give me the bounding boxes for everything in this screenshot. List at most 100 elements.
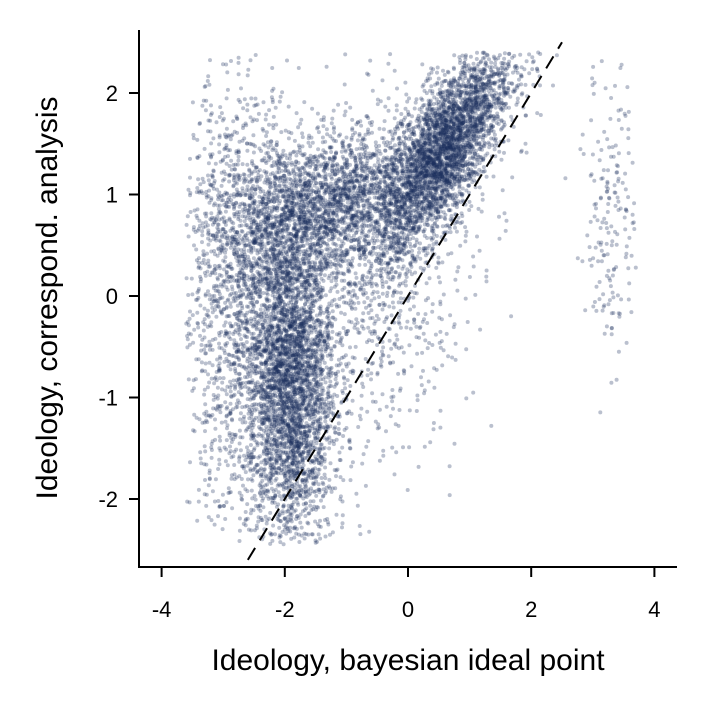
scatter-point (401, 242, 406, 247)
scatter-point (463, 119, 468, 124)
scatter-point (414, 196, 419, 201)
scatter-point (428, 98, 433, 103)
scatter-point (467, 190, 471, 195)
scatter-point (387, 285, 392, 290)
scatter-point (324, 247, 329, 252)
scatter-point (188, 210, 193, 214)
scatter-point (408, 307, 413, 312)
scatter-point (320, 135, 325, 140)
scatter-point (184, 276, 189, 281)
scatter-point (439, 167, 443, 172)
scatter-point (412, 169, 417, 174)
scatter-point (421, 157, 426, 162)
scatter-point (355, 163, 359, 168)
scatter-point (482, 94, 487, 98)
scatter-point (263, 117, 268, 122)
scatter-point (459, 117, 464, 122)
scatter-point (483, 153, 488, 158)
scatter-point (481, 82, 486, 87)
scatter-point (502, 78, 507, 83)
scatter-point (386, 190, 391, 195)
scatter-point (489, 122, 494, 127)
scatter-point (407, 269, 412, 274)
scatter-point (515, 96, 520, 101)
scatter-point (439, 92, 444, 97)
scatter-point (480, 71, 485, 76)
scatter-point (332, 130, 337, 135)
scatter-point (437, 113, 442, 118)
scatter-point (464, 124, 469, 129)
scatter-point (497, 149, 502, 154)
scatter-point (458, 156, 463, 161)
scatter-point (435, 169, 440, 174)
scatter-point (393, 270, 398, 275)
scatter-point (471, 69, 476, 74)
scatter-point (450, 118, 454, 123)
scatter-point (392, 68, 397, 73)
scatter-point (343, 148, 348, 153)
scatter-point (185, 214, 190, 219)
scatter-point (487, 76, 491, 81)
scatter-point (485, 52, 489, 57)
scatter-point (480, 50, 485, 55)
scatter-point (329, 175, 334, 180)
scatter-point (264, 247, 269, 252)
scatter-point (497, 53, 502, 58)
scatter-point (563, 176, 568, 181)
scatter-point (365, 198, 370, 203)
scatter-point (427, 276, 432, 281)
scatter-point (480, 88, 485, 93)
scatter-point (440, 190, 444, 195)
scatter-point (473, 119, 478, 124)
scatter-point (321, 124, 326, 129)
scatter-point (499, 127, 503, 132)
scatter-point (421, 82, 426, 87)
scatter-point (411, 184, 416, 189)
scatter-point (422, 148, 427, 152)
scatter-point (422, 181, 427, 186)
scatter-point (453, 192, 458, 197)
scatter-point (510, 81, 515, 86)
scatter-point (349, 155, 354, 160)
scatter-point (478, 135, 483, 140)
scatter-point (405, 158, 410, 163)
scatter-point (378, 274, 383, 279)
scatter-point (466, 184, 471, 188)
scatter-point (496, 79, 501, 84)
scatter-point (361, 311, 366, 316)
scatter-point (463, 76, 468, 81)
scatter-point (477, 167, 482, 172)
scatter-point (451, 99, 456, 104)
scatter-point (308, 144, 313, 149)
scatter-point (497, 86, 502, 91)
scatter-point (433, 108, 438, 113)
scatter-point (463, 169, 467, 174)
scatter-point (481, 165, 486, 170)
scatter-point (456, 146, 461, 151)
scatter-point (493, 61, 498, 66)
scatter-point (439, 171, 444, 176)
scatter-point (518, 52, 523, 57)
scatter-point (460, 158, 465, 163)
scatter-point (441, 68, 445, 73)
scatter-point (420, 151, 425, 156)
scatter-point (287, 156, 292, 161)
scatter-point (309, 235, 314, 240)
scatter-point (432, 126, 437, 131)
scatter-point (401, 118, 406, 122)
scatter-point (201, 328, 206, 333)
scatter-point (430, 195, 435, 200)
scatter-point (468, 99, 473, 104)
scatter-point (468, 149, 473, 154)
scatter-point (413, 220, 417, 225)
scatter-point (442, 200, 447, 205)
scatter-point (451, 107, 455, 112)
scatter-point (425, 246, 430, 251)
scatter-point (431, 226, 436, 231)
scatter-point (430, 194, 435, 199)
scatter-point (390, 137, 395, 142)
scatter-point (422, 103, 427, 107)
scatter-point (469, 84, 474, 88)
scatter-point (460, 65, 465, 70)
